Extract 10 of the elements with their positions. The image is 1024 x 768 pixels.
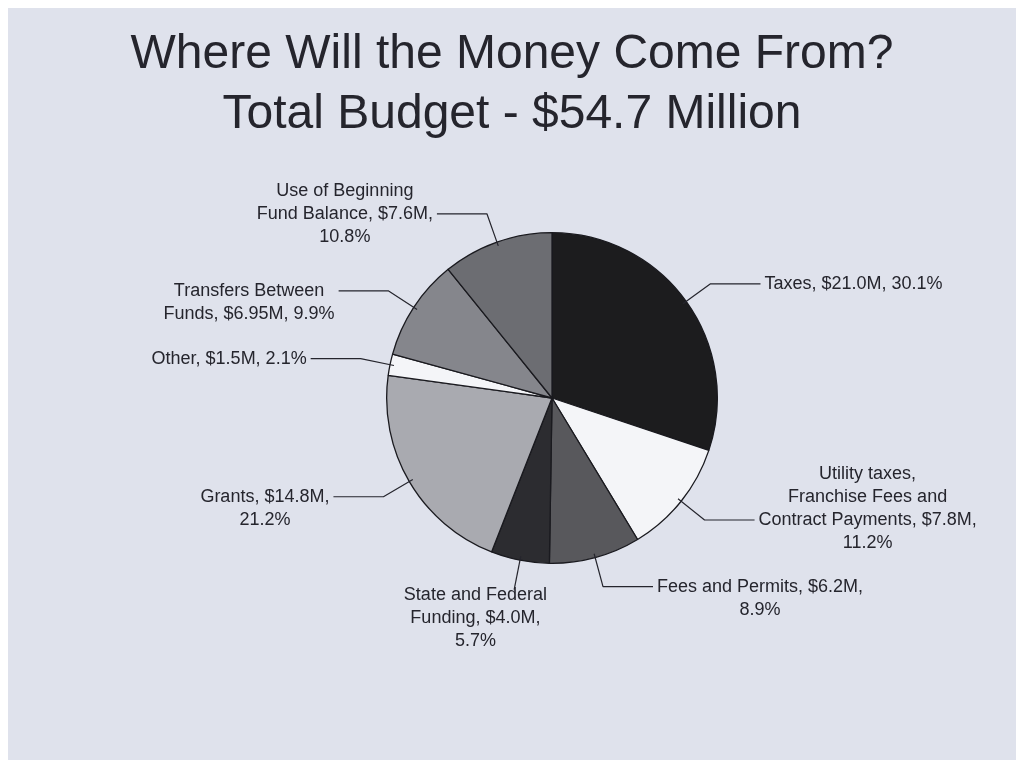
slice-label: Grants, $14.8M, 21.2% — [200, 485, 330, 529]
slice-label: Transfers Between Funds, $6.95M, 9.9% — [163, 279, 335, 323]
slice-label: Use of Beginning Fund Balance, $7.6M, 10.8% — [256, 179, 433, 246]
chart-title: Where Will the Money Come From? — [129, 24, 895, 80]
slice-label: Utility taxes, Franchise Fees and Contract Payments, $7.8M, 11.2% — [758, 462, 977, 552]
slice-label: Taxes, $21.0M, 30.1% — [764, 272, 943, 293]
slice-label: Fees and Permits, $6.2M, 8.9% — [657, 575, 864, 619]
slice-label: Other, $1.5M, 2.1% — [151, 347, 307, 368]
chart-subtitle: Total Budget - $54.7 Million — [221, 84, 803, 140]
slice-label: State and Federal Funding, $4.0M, 5.7% — [403, 584, 547, 651]
